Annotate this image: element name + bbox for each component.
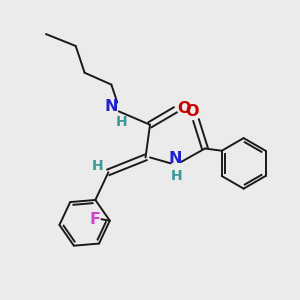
Text: O: O — [185, 104, 198, 119]
Text: F: F — [89, 212, 100, 227]
Text: N: N — [105, 99, 118, 114]
Text: H: H — [91, 159, 103, 173]
Text: O: O — [177, 101, 190, 116]
Text: H: H — [116, 115, 128, 129]
Text: N: N — [169, 152, 182, 166]
Text: H: H — [171, 169, 183, 183]
